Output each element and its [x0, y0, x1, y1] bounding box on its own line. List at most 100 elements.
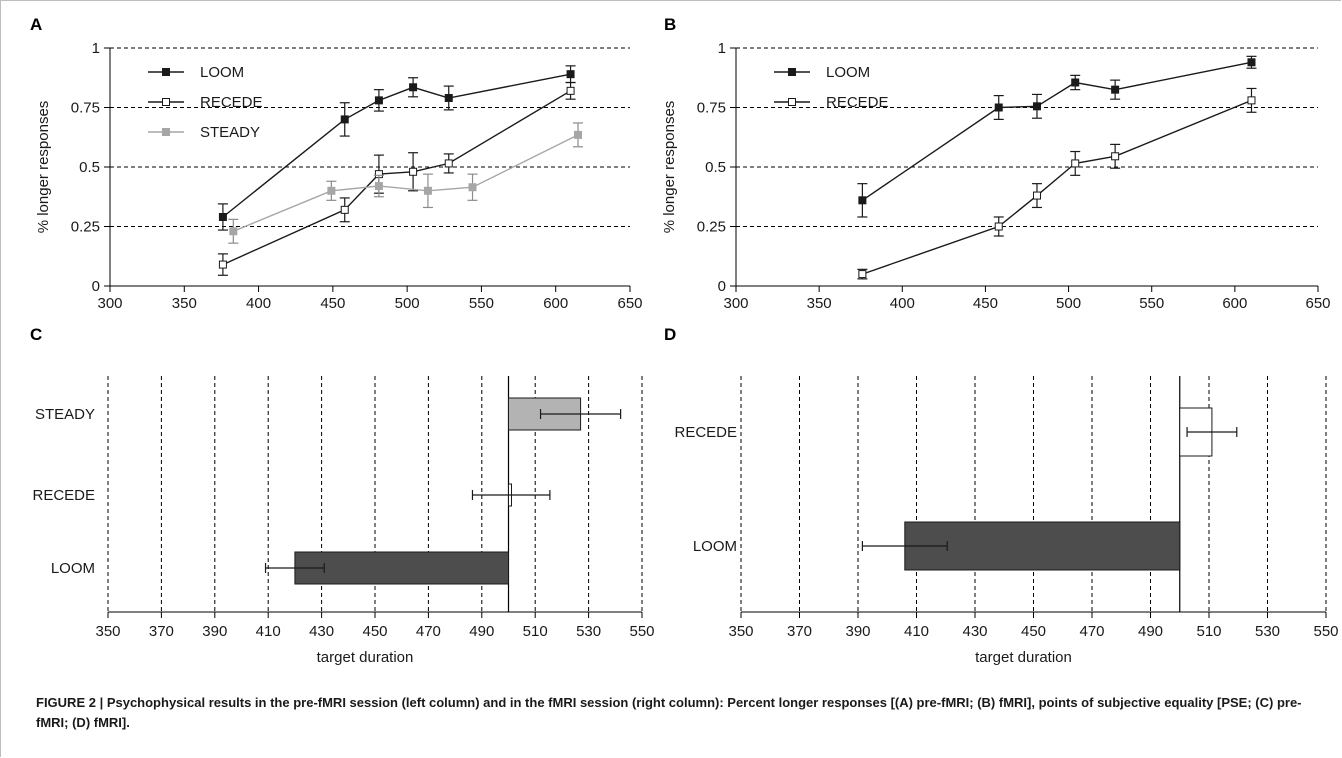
- data-point: [858, 270, 867, 279]
- series-line: [233, 134, 579, 232]
- x-tick-label: 350: [95, 623, 120, 640]
- series-line: [222, 90, 571, 266]
- bar-loom: LOOM: [693, 521, 1181, 571]
- x-tick-label: 300: [97, 295, 122, 312]
- x-tick-label: 410: [904, 623, 929, 640]
- data-point: [444, 93, 453, 102]
- x-tick-label: 350: [807, 295, 832, 312]
- x-tick-label: 600: [543, 295, 568, 312]
- x-tick-label: 510: [523, 623, 548, 640]
- bar-steady: STEADY: [35, 397, 622, 431]
- figure-caption: FIGURE 2 | Psychophysical results in the…: [36, 695, 1302, 730]
- x-tick-label: 350: [172, 295, 197, 312]
- x-tick-label: 430: [962, 623, 987, 640]
- y-axis-label: % longer responses: [661, 101, 678, 234]
- panel-C: C 350 370 390 410 430 450 470 490 510 530 550 target…: [30, 325, 655, 666]
- x-tick-label: 370: [149, 623, 174, 640]
- data-point: [1071, 78, 1080, 87]
- data-point: [374, 96, 383, 105]
- y-tick-label: 0.5: [79, 159, 100, 176]
- panel-B: B 300 350 400 450 500 550 600 650 0 0.25 0.5 0.75 1 % …: [661, 15, 1331, 312]
- panel-label-C: C: [30, 325, 42, 344]
- data-point: [218, 260, 227, 269]
- legend-marker: [162, 98, 170, 106]
- category-label: STEADY: [35, 406, 95, 423]
- series-loom: LOOM: [774, 55, 1257, 218]
- data-point: [566, 86, 575, 95]
- x-tick-label: 490: [1138, 623, 1163, 640]
- legend-marker: [162, 68, 170, 76]
- x-axis-label: target duration: [975, 649, 1072, 666]
- data-point: [858, 196, 867, 205]
- series-line: [222, 73, 571, 218]
- x-tick-label: 530: [576, 623, 601, 640]
- x-tick-label: 450: [1021, 623, 1046, 640]
- y-axis-label: % longer responses: [35, 101, 52, 234]
- x-tick-label: 550: [469, 295, 494, 312]
- x-tick-label: 650: [1305, 295, 1330, 312]
- data-point: [1071, 159, 1080, 168]
- x-tick-label: 390: [202, 623, 227, 640]
- legend-marker: [788, 68, 796, 76]
- series-recede: RECEDE: [774, 87, 1257, 280]
- panel-label-B: B: [664, 15, 676, 34]
- data-point: [994, 103, 1003, 112]
- panel-A: A 300 350 400 450 500 550 600 650 0 0.25 0.5 0.75 1 % …: [30, 15, 643, 312]
- data-point: [444, 159, 453, 168]
- category-label: RECEDE: [32, 487, 95, 504]
- bar-recede: RECEDE: [32, 483, 551, 507]
- x-tick-label: 300: [723, 295, 748, 312]
- series-loom: LOOM: [148, 64, 576, 231]
- data-point: [423, 186, 432, 195]
- series-steady: STEADY: [148, 122, 583, 244]
- bar-recede: RECEDE: [674, 407, 1238, 457]
- data-point: [1247, 58, 1256, 67]
- legend-label: LOOM: [200, 64, 244, 81]
- data-point: [409, 83, 418, 92]
- y-tick-label: 0.5: [705, 159, 726, 176]
- data-point: [340, 115, 349, 124]
- x-tick-label: 470: [1079, 623, 1104, 640]
- data-point: [1111, 85, 1120, 94]
- data-point: [374, 182, 383, 191]
- x-tick-label: 410: [256, 623, 281, 640]
- x-tick-label: 430: [309, 623, 334, 640]
- data-point: [1032, 102, 1041, 111]
- category-label: LOOM: [51, 560, 95, 577]
- panel-D: D 350 370 390 410 430 450 470 490 510 530 550 target…: [664, 325, 1339, 666]
- x-tick-label: 390: [845, 623, 870, 640]
- x-tick-label: 550: [1313, 623, 1338, 640]
- y-tick-label: 0.75: [71, 100, 100, 117]
- x-tick-label: 370: [787, 623, 812, 640]
- legend-label: RECEDE: [200, 94, 263, 111]
- x-tick-label: 650: [617, 295, 642, 312]
- x-tick-label: 470: [416, 623, 441, 640]
- panel-label-A: A: [30, 15, 42, 34]
- y-tick-label: 0.25: [71, 219, 100, 236]
- category-label: LOOM: [693, 538, 737, 555]
- x-tick-label: 400: [246, 295, 271, 312]
- panel-label-D: D: [664, 325, 676, 344]
- data-point: [574, 130, 582, 139]
- y-tick-label: 1: [718, 40, 726, 57]
- x-tick-label: 510: [1196, 623, 1221, 640]
- data-point: [566, 70, 575, 79]
- x-tick-label: 450: [973, 295, 998, 312]
- x-tick-label: 550: [629, 623, 654, 640]
- figure-canvas: A 300 350 400 450 500 550 600 650 0 0.25 0.5 0.75 1 % …: [30, 15, 1339, 666]
- x-tick-label: 500: [395, 295, 420, 312]
- data-point: [409, 167, 418, 176]
- y-tick-label: 0: [718, 278, 726, 295]
- series-line: [862, 61, 1252, 201]
- data-point: [218, 212, 227, 221]
- data-point: [229, 227, 238, 236]
- x-tick-label: 400: [890, 295, 915, 312]
- bar: [904, 521, 1181, 571]
- y-tick-label: 0: [92, 278, 100, 295]
- legend-label: LOOM: [826, 64, 870, 81]
- category-label: RECEDE: [674, 424, 737, 441]
- x-tick-label: 600: [1222, 295, 1247, 312]
- legend-marker: [162, 128, 170, 136]
- data-point: [327, 186, 336, 195]
